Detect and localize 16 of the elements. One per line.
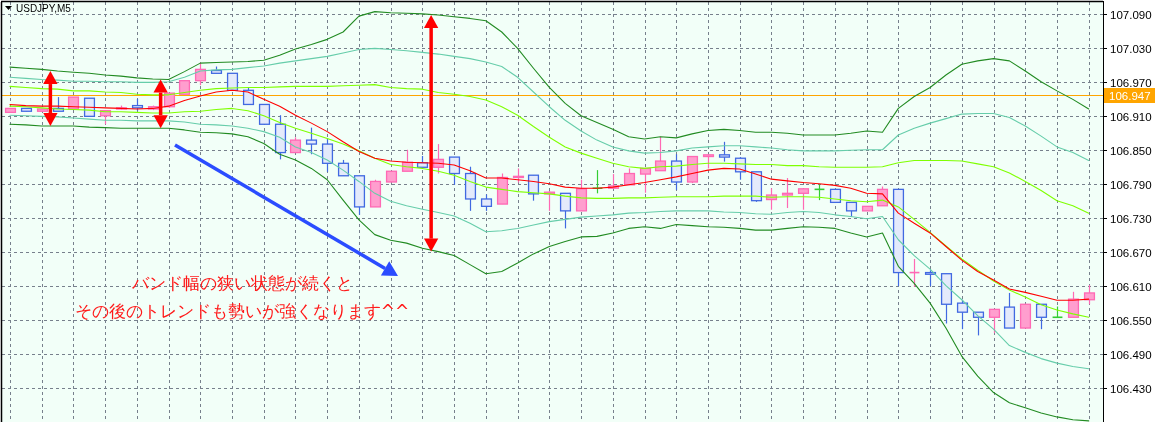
y-tick-label: 106.730 <box>1110 212 1152 225</box>
y-tick-label: 106.670 <box>1110 246 1152 259</box>
y-tick-label: 106.850 <box>1110 144 1152 157</box>
y-tick-label: 106.970 <box>1110 76 1152 89</box>
y-tick-label: 106.490 <box>1110 348 1152 361</box>
y-tick-label: 106.790 <box>1110 178 1152 191</box>
y-tick-label: 107.090 <box>1110 8 1152 21</box>
y-tick-label: 106.610 <box>1110 280 1152 293</box>
y-tick-label: 106.550 <box>1110 314 1152 327</box>
ref-line-label: 106.947 <box>1109 89 1151 102</box>
annotation: バンド幅の狭い状態が続くと <box>131 273 353 293</box>
annotation: その後のトレンドも勢いが強くなります^^ <box>74 301 410 321</box>
y-tick-label: 106.910 <box>1110 110 1152 123</box>
y-tick-label: 106.430 <box>1110 382 1152 395</box>
y-tick-label: 107.030 <box>1110 42 1152 55</box>
title: USDJPY,M5 <box>16 3 71 14</box>
